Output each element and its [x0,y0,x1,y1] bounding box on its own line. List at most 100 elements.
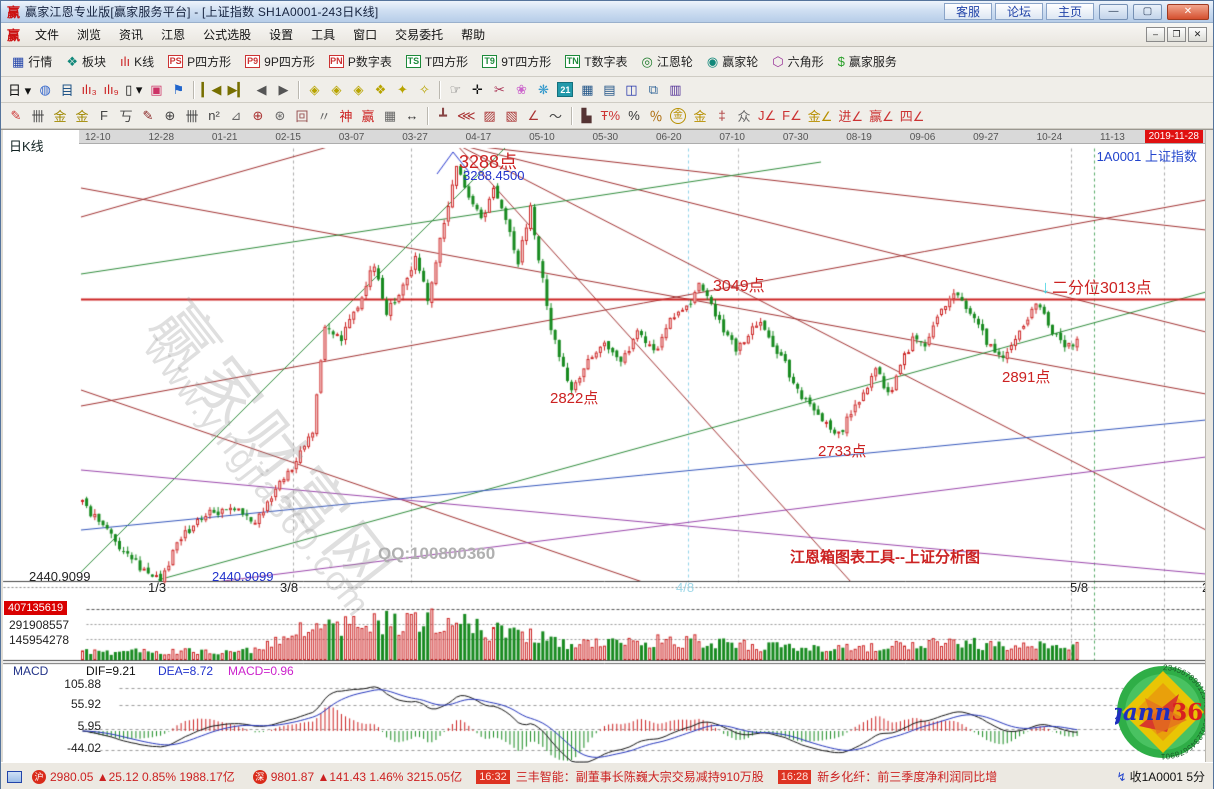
jin-angle-icon[interactable]: 进∠ [835,105,866,127]
winner-service-button[interactable]: $ 赢家服务 [831,50,904,73]
angle-a-icon[interactable]: ⊿ [225,105,247,127]
percent-icon[interactable]: % [623,105,645,127]
crowd-icon[interactable]: 众 [733,105,755,127]
calendar-icon[interactable]: 21 [554,79,576,101]
mdi-minimize-button[interactable]: – [1146,27,1165,42]
hist-steps-icon[interactable]: ▙ [576,105,598,127]
gann-diamond-5-icon[interactable]: ✦ [391,79,413,101]
t-percent-icon[interactable]: Ŧ% [598,105,624,127]
news-item-2[interactable]: 新乡化纤：前三季度净利润同比增 [817,770,998,784]
gann-diamond-3-icon[interactable]: ◈ [347,79,369,101]
hatch2-icon[interactable]: 卌 [181,105,203,127]
notes-icon[interactable]: 目 [56,79,78,101]
hspan-icon[interactable]: ↔ [401,105,423,127]
quotes-button[interactable]: ▦ 行情 [5,50,59,73]
print-icon[interactable]: ▥ [664,79,686,101]
wave-box-icon[interactable]: ▣ [145,79,167,101]
pencil-angle-icon[interactable]: ✎ [137,105,159,127]
menu-交易委托[interactable]: 交易委托 [395,28,444,42]
goto-last-icon[interactable]: ▶▎ [224,79,250,101]
t-square-button[interactable]: TS T四方形 [399,50,475,73]
menu-窗口[interactable]: 窗口 [353,28,378,42]
crosshair-icon[interactable]: ✛ [466,79,488,101]
f-angle-icon[interactable]: F∠ [779,105,805,127]
wave-line-icon[interactable]: 〜 [545,105,567,127]
hexagon-button[interactable]: ⬡ 六角形 [765,50,830,73]
compass-circle-icon[interactable]: ⊕ [159,105,181,127]
ruler123-icon[interactable]: ▦ [379,105,401,127]
menu-帮助[interactable]: 帮助 [461,28,486,42]
circle-cross-icon[interactable]: ⊕ [247,105,269,127]
menu-浏览[interactable]: 浏览 [77,28,102,42]
star-circle-icon[interactable]: ⊛ [269,105,291,127]
forum-button[interactable]: 论坛 [994,3,1043,20]
minimize-button[interactable]: — [1099,3,1128,20]
next-page-icon[interactable]: ▶ [272,79,294,101]
bars9-icon[interactable]: ılı₉ [100,79,122,101]
p-square-button[interactable]: PS P四方形 [161,50,238,73]
menu-公式选股[interactable]: 公式选股 [203,28,252,42]
prev-page-icon[interactable]: ◀ [250,79,272,101]
mdi-close-button[interactable]: ✕ [1188,27,1207,42]
export-icon[interactable]: ⧉ [642,79,664,101]
gann-diamond-6-icon[interactable]: ✧ [413,79,435,101]
gold-angle-icon[interactable]: 金∠ [805,105,836,127]
period-dropdown[interactable]: 日 ▾ [5,79,34,101]
corner-box-icon[interactable]: ┻ [432,105,454,127]
winner-wheel-button[interactable]: ◉ 赢家轮 [700,50,765,73]
j-angle-icon[interactable]: J∠ [755,105,779,127]
gold-line2-icon[interactable]: 金 [71,105,93,127]
p9-square-button[interactable]: P9 9P四方形 [238,50,322,73]
form-icon[interactable]: ▤ [598,79,620,101]
quote-table-icon[interactable] [7,770,22,783]
tick-mark-icon[interactable]: 〃 [313,105,335,127]
percent-line-icon[interactable]: ％ [645,105,667,127]
kline-button[interactable]: ılı K线 [113,50,161,73]
candle-brush-icon[interactable]: ‡ [711,105,733,127]
shen-icon[interactable]: 神 [335,105,357,127]
angle-line-icon[interactable]: ∠ [523,105,545,127]
close-button[interactable]: ✕ [1167,3,1209,20]
fan-lines-icon[interactable]: ⋘ [454,105,479,127]
gold-circle-icon[interactable]: 金 [667,105,689,127]
gold-line-icon[interactable]: 金 [49,105,71,127]
ying-icon[interactable]: 赢 [357,105,379,127]
n2-icon[interactable]: n² [203,105,225,127]
flag-chart-icon[interactable]: ⚑ [167,79,189,101]
customer-service-button[interactable]: 客服 [943,3,992,20]
hook-icon[interactable]: 丂 [115,105,137,127]
menu-江恩[interactable]: 江恩 [161,28,186,42]
menu-工具[interactable]: 工具 [311,28,336,42]
square-target-icon[interactable]: 回 [291,105,313,127]
gold-seq-icon[interactable]: 金 [689,105,711,127]
menu-文件[interactable]: 文件 [35,28,60,42]
f-grid-icon[interactable]: F [93,105,115,127]
chart-canvas[interactable] [1,130,1214,763]
stats-icon[interactable]: ❋ [532,79,554,101]
gann-diamond-4-icon[interactable]: ❖ [369,79,391,101]
sectors-button[interactable]: ❖ 板块 [59,50,113,73]
bars3-icon[interactable]: ılı₃ [78,79,100,101]
menu-设置[interactable]: 设置 [269,28,294,42]
news-item-1[interactable]: 三丰智能：副董事长陈巍大宗交易减持910万股 [515,770,764,784]
four-angle-icon[interactable]: 四∠ [897,105,928,127]
homepage-button[interactable]: 主页 [1045,3,1094,20]
mdi-restore-button[interactable]: ❐ [1167,27,1186,42]
maximize-button[interactable]: ▢ [1133,3,1162,20]
ying-angle-icon[interactable]: 赢∠ [866,105,897,127]
wave-circle-icon[interactable]: ◍ [34,79,56,101]
hand-tool-icon[interactable]: ☞ [444,79,466,101]
t-number-button[interactable]: TN T数字表 [558,50,634,73]
calc-icon[interactable]: ▦ [576,79,598,101]
fan-box-icon[interactable]: ▨ [479,105,501,127]
gann-wheel-button[interactable]: ◎ 江恩轮 [635,50,700,73]
goto-first-icon[interactable]: ▎◀ [198,79,224,101]
menu-资讯[interactable]: 资讯 [119,28,144,42]
pencil-icon[interactable]: ✎ [5,105,27,127]
mask-icon[interactable]: ❀ [510,79,532,101]
gann-diamond-1-icon[interactable]: ◈ [303,79,325,101]
candle-style-dropdown[interactable]: ▯ ▾ [122,79,145,101]
cut-icon[interactable]: ✂ [488,79,510,101]
hatch-icon[interactable]: 卌 [27,105,49,127]
p-number-button[interactable]: PN P数字表 [322,50,399,73]
